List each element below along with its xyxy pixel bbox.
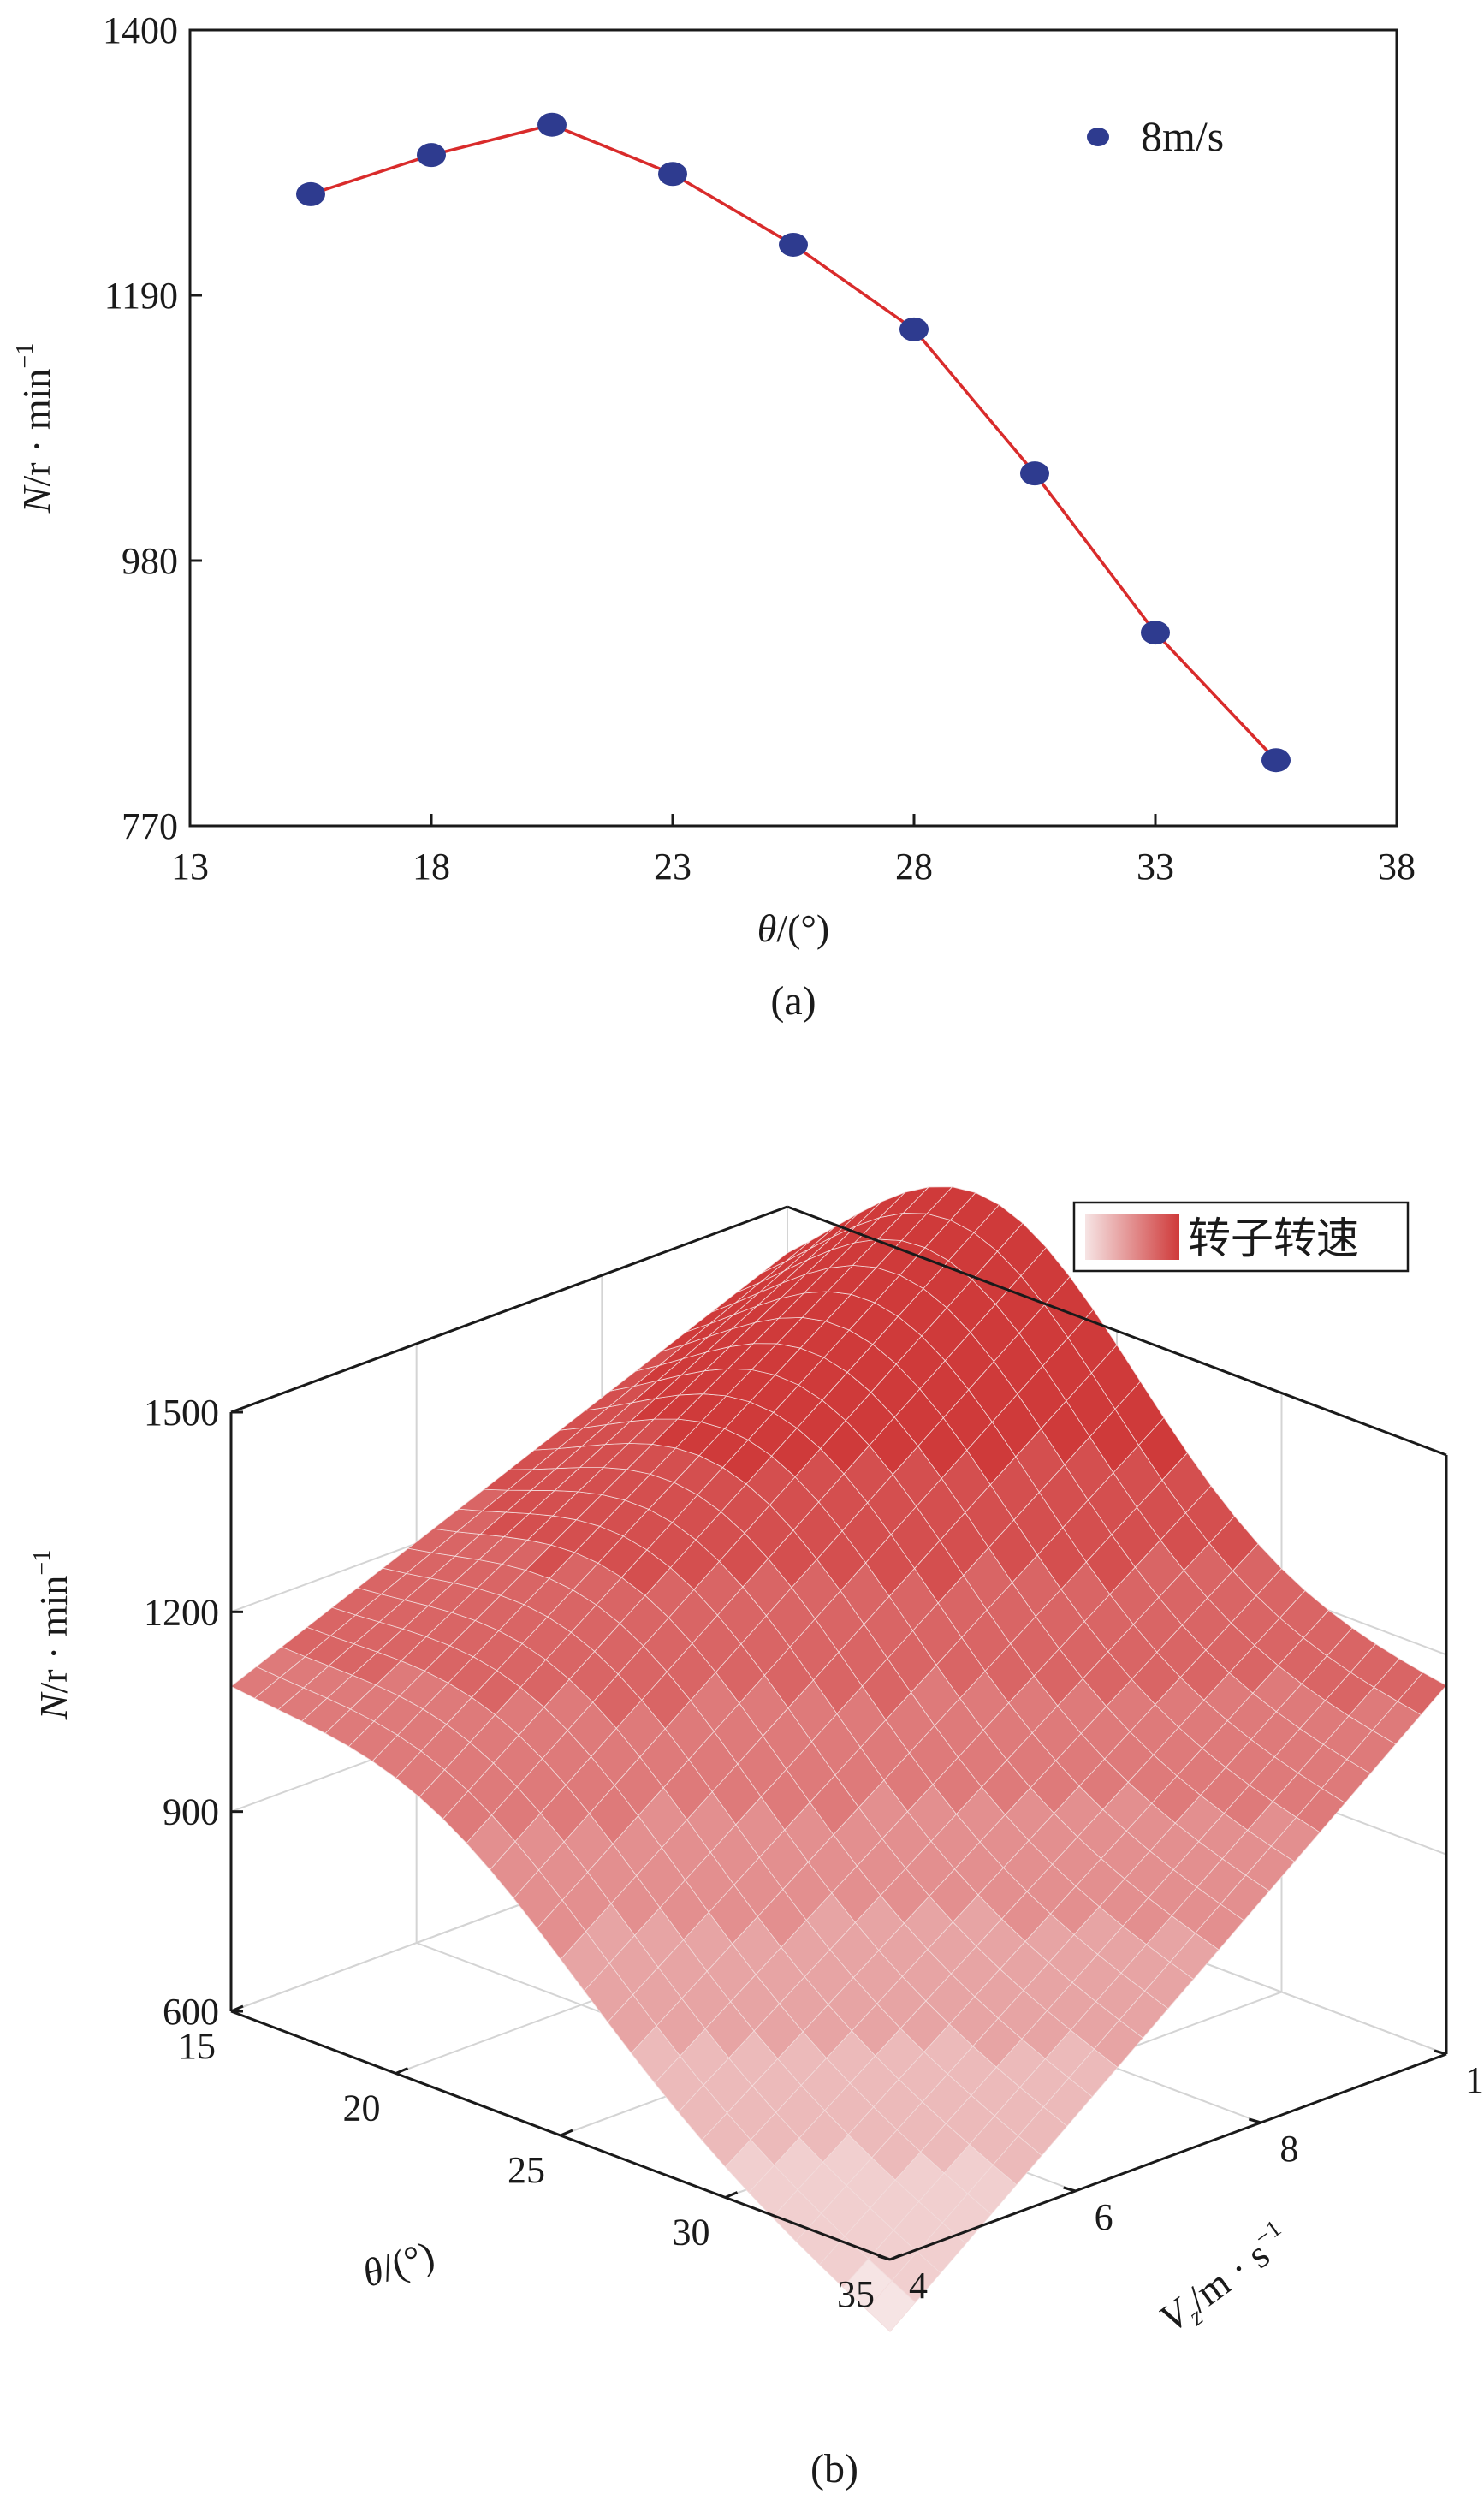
theta-tick	[724, 2191, 739, 2199]
data-point	[417, 143, 446, 168]
legend: 8m/s	[1087, 112, 1224, 160]
x-tick-labels: 13 18 23 28 33 38	[171, 846, 1416, 888]
data-point	[658, 162, 687, 187]
theta-tick	[230, 2004, 244, 2013]
x-tick-label: 18	[413, 846, 450, 888]
plot-frame	[188, 28, 1398, 828]
v-tick	[877, 2254, 891, 2261]
data-point	[1141, 621, 1170, 645]
z-tick-label: 600	[163, 1991, 219, 2033]
y-axis-label: N/r · min−1	[12, 343, 58, 514]
caption-a: (a)	[770, 978, 816, 1024]
surface-chart-b: 600 900 1200 1500 15 20 25 30 35 4 6 8 10 转子转速 N/r ·…	[29, 1186, 1484, 2491]
x-tick-label: 33	[1137, 846, 1174, 888]
theta-tick-label: 15	[178, 2025, 216, 2067]
axis-tick-labels: 600 900 1200 1500 15 20 25 30 35 4 6 8 10	[144, 1392, 1484, 2315]
theta-tick-label: 35	[837, 2273, 875, 2315]
y-tick-label: 1400	[103, 9, 178, 51]
legend-marker	[1087, 128, 1109, 146]
theta-tick	[560, 2129, 573, 2137]
axis-line	[230, 1205, 788, 1414]
z-axis-label: N/r · min−1	[29, 1550, 75, 1720]
x-tick-label: 38	[1378, 846, 1416, 888]
series-line	[310, 122, 1278, 762]
surface-mesh	[230, 1186, 1447, 2332]
z-tick-label: 900	[163, 1791, 219, 1833]
x-tick-label: 23	[654, 846, 692, 888]
v-tick	[1063, 2186, 1077, 2193]
v-tick-label: 6	[1095, 2196, 1113, 2238]
caption-b: (b)	[810, 2446, 858, 2491]
v-axis-label: Vz/m · s−1	[1150, 2215, 1302, 2345]
legend-label: 8m/s	[1141, 112, 1224, 160]
v-tick-label: 10	[1465, 2059, 1484, 2101]
surface-cell	[762, 1240, 811, 1274]
theta-axis-label: θ/(°)	[358, 2232, 440, 2295]
y-tick-label: 1190	[104, 275, 178, 317]
theta-tick-label: 20	[343, 2087, 381, 2129]
series-points	[296, 112, 1291, 773]
data-point	[537, 112, 567, 137]
theta-tick-label: 25	[508, 2149, 545, 2191]
theta-tick	[889, 2253, 903, 2261]
theta-tick-label: 30	[673, 2212, 710, 2254]
v-tick-label: 8	[1279, 2128, 1298, 2170]
y-tick-labels: 770 980 1190 1400	[103, 9, 178, 847]
line-chart-a: 770 980 1190 1400 13 18 23 28 33 38 8m/s θ/(°) N…	[12, 9, 1416, 1024]
z-tick-label: 1200	[144, 1591, 219, 1633]
axis-line	[787, 1205, 1447, 1457]
legend: 转子转速	[1072, 1201, 1410, 1273]
x-axis-label: θ/(°)	[757, 906, 829, 950]
v-tick-label: 4	[909, 2265, 928, 2307]
z-tick-label: 1500	[144, 1392, 219, 1434]
legend-swatch	[1085, 1214, 1179, 1260]
data-point	[1261, 748, 1291, 773]
x-tick-label: 28	[895, 846, 933, 888]
theta-tick	[395, 2067, 409, 2075]
x-tick-label: 13	[171, 846, 209, 888]
axis-line	[889, 2052, 1447, 2261]
y-tick-label: 770	[122, 805, 178, 847]
data-point	[779, 232, 808, 257]
y-tick-label: 980	[122, 540, 178, 582]
v-tick	[1434, 2049, 1447, 2056]
v-tick	[1248, 2117, 1261, 2124]
axis-ticks	[188, 28, 1398, 828]
data-point	[899, 317, 929, 341]
data-point	[1020, 461, 1049, 486]
legend-label: 转子转速	[1188, 1214, 1359, 1263]
data-point	[296, 181, 325, 206]
